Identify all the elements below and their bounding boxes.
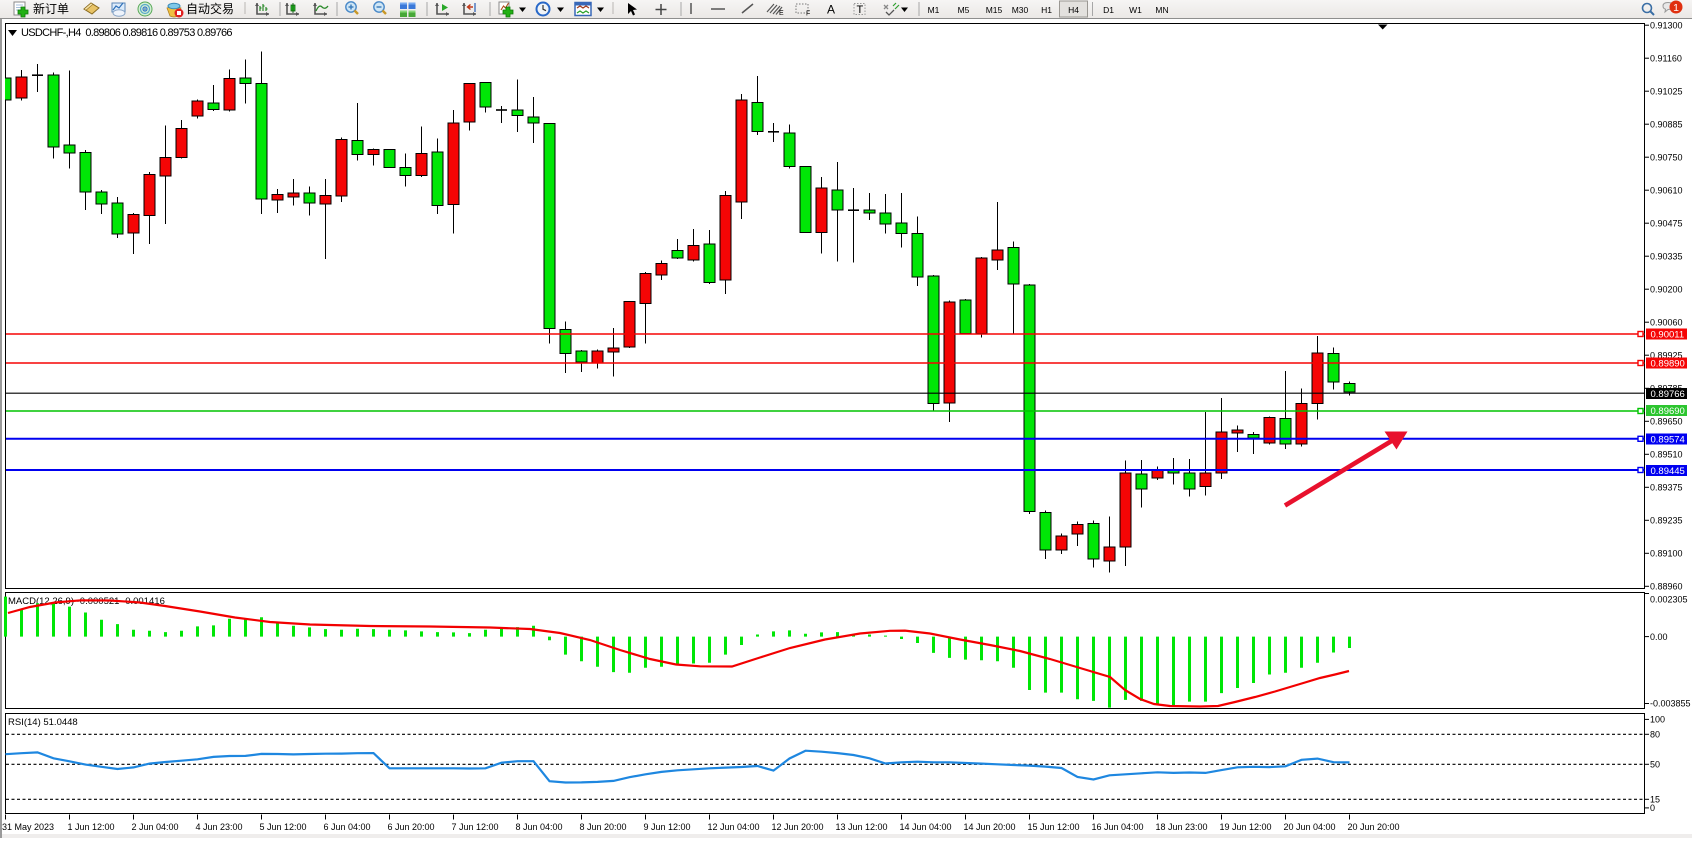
svg-text:6 Jun 20:00: 6 Jun 20:00 [388, 822, 435, 832]
svg-text:12 Jun 20:00: 12 Jun 20:00 [772, 822, 824, 832]
svg-text:M15: M15 [986, 5, 1003, 15]
svg-text:80: 80 [1650, 730, 1660, 740]
svg-text:6 Jun 04:00: 6 Jun 04:00 [324, 822, 371, 832]
svg-text:E: E [779, 10, 784, 17]
svg-text:14 Jun 04:00: 14 Jun 04:00 [900, 822, 952, 832]
svg-text:18 Jun 23:00: 18 Jun 23:00 [1156, 822, 1208, 832]
svg-text:0.88960: 0.88960 [1650, 582, 1683, 592]
svg-text:M1: M1 [928, 5, 940, 15]
svg-text:0.89375: 0.89375 [1650, 483, 1683, 493]
svg-text:自动交易: 自动交易 [186, 1, 234, 16]
svg-text:16 Jun 04:00: 16 Jun 04:00 [1092, 822, 1144, 832]
svg-text:0.89890: 0.89890 [1651, 358, 1685, 369]
svg-text:20 Jun 20:00: 20 Jun 20:00 [1348, 822, 1400, 832]
svg-text:F: F [806, 11, 810, 18]
svg-text:2 Jun 04:00: 2 Jun 04:00 [132, 822, 179, 832]
svg-text:0: 0 [1650, 803, 1655, 813]
svg-text:100: 100 [1650, 715, 1665, 725]
svg-text:0.89690: 0.89690 [1651, 406, 1685, 417]
svg-text:15: 15 [1650, 795, 1660, 805]
svg-text:0.89445: 0.89445 [1651, 466, 1685, 477]
svg-text:0.89510: 0.89510 [1650, 450, 1683, 460]
svg-text:T: T [857, 4, 864, 16]
svg-text:MN: MN [1155, 5, 1168, 15]
svg-text:15 Jun 12:00: 15 Jun 12:00 [1028, 822, 1080, 832]
svg-text:0.90011: 0.90011 [1651, 329, 1685, 340]
svg-text:8 Jun 20:00: 8 Jun 20:00 [580, 822, 627, 832]
svg-text:8 Jun 04:00: 8 Jun 04:00 [516, 822, 563, 832]
svg-text:H1: H1 [1041, 5, 1052, 15]
svg-text:12 Jun 04:00: 12 Jun 04:00 [708, 822, 760, 832]
svg-text:0.89925: 0.89925 [1650, 351, 1683, 361]
svg-text:0.90475: 0.90475 [1650, 219, 1683, 229]
svg-text:0.90335: 0.90335 [1650, 252, 1683, 262]
svg-text:19 Jun 12:00: 19 Jun 12:00 [1220, 822, 1272, 832]
svg-text:0.89766: 0.89766 [1651, 389, 1685, 400]
svg-text:31 May 2023: 31 May 2023 [2, 822, 54, 832]
svg-text:1 Jun 12:00: 1 Jun 12:00 [68, 822, 115, 832]
svg-text:50: 50 [1650, 760, 1660, 770]
svg-text:4 Jun 23:00: 4 Jun 23:00 [196, 822, 243, 832]
svg-text:0.90885: 0.90885 [1650, 120, 1683, 130]
svg-text:0.91300: 0.91300 [1650, 21, 1683, 31]
svg-text:D1: D1 [1103, 5, 1114, 15]
svg-text:0.91160: 0.91160 [1650, 54, 1682, 64]
svg-text:0.90610: 0.90610 [1650, 186, 1683, 196]
svg-text:RSI(14) 51.0448: RSI(14) 51.0448 [8, 717, 78, 728]
svg-text:-0.003855: -0.003855 [1650, 699, 1691, 709]
svg-text:20 Jun 04:00: 20 Jun 04:00 [1284, 822, 1336, 832]
svg-text:0.89650: 0.89650 [1650, 417, 1683, 427]
svg-text:0.89235: 0.89235 [1650, 516, 1683, 526]
svg-text:9 Jun 12:00: 9 Jun 12:00 [644, 822, 691, 832]
svg-text:USDCHF-,H4 0.89806 0.89816 0.: USDCHF-,H4 0.89806 0.89816 0.89753 0.897… [21, 27, 232, 39]
svg-text:0.90060: 0.90060 [1650, 318, 1683, 328]
svg-text:M30: M30 [1012, 5, 1029, 15]
svg-text:0.89574: 0.89574 [1651, 434, 1685, 445]
svg-text:5 Jun 12:00: 5 Jun 12:00 [260, 822, 307, 832]
svg-text:M5: M5 [958, 5, 970, 15]
svg-text:14 Jun 20:00: 14 Jun 20:00 [964, 822, 1016, 832]
svg-text:0.89100: 0.89100 [1650, 549, 1683, 559]
svg-text:1: 1 [1673, 2, 1679, 14]
svg-text:13 Jun 12:00: 13 Jun 12:00 [836, 822, 888, 832]
svg-text:7 Jun 12:00: 7 Jun 12:00 [452, 822, 499, 832]
svg-text:0.90200: 0.90200 [1650, 285, 1683, 295]
svg-text:0.90750: 0.90750 [1650, 153, 1683, 163]
svg-text:A: A [827, 3, 835, 17]
svg-text:MACD(12,26,9) -0.000521 -0.001: MACD(12,26,9) -0.000521 -0.001416 [8, 596, 165, 607]
svg-text:0.002305: 0.002305 [1650, 594, 1688, 604]
svg-text:H4: H4 [1068, 5, 1079, 15]
svg-text:0.91025: 0.91025 [1650, 87, 1683, 97]
svg-text:新订单: 新订单 [33, 1, 69, 16]
svg-text:W1: W1 [1129, 5, 1142, 15]
svg-text:0.00: 0.00 [1650, 632, 1668, 642]
